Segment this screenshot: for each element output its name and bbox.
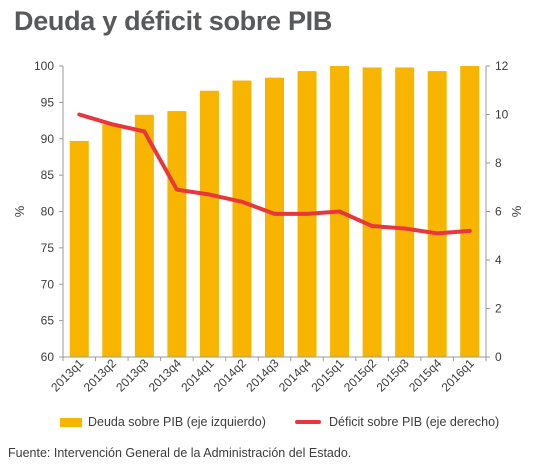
- x-tick-label-2014q2: 2014q2: [211, 356, 249, 394]
- x-tick-label-2013q2: 2013q2: [81, 356, 119, 394]
- source-note: Fuente: Intervención General de la Admin…: [8, 446, 352, 460]
- bar-2016q1: [460, 66, 480, 357]
- bar-2013q2: [102, 124, 122, 357]
- legend-swatch-bar: [60, 417, 82, 427]
- x-tick-label-2014q1: 2014q1: [178, 356, 216, 394]
- legend-label-debt: Deuda sobre PIB (eje izquierdo): [88, 415, 266, 429]
- tick-label-right: 2: [495, 302, 502, 316]
- y-axis-label-left: %: [12, 205, 27, 217]
- tick-label-right: 0: [495, 350, 502, 364]
- bar-2014q3: [265, 77, 284, 357]
- x-tick-label-2013q4: 2013q4: [146, 356, 184, 394]
- tick-label-right: 12: [495, 59, 509, 73]
- bar-2013q3: [134, 114, 154, 358]
- bar-2015q3: [395, 67, 415, 357]
- tick-label-left: 100: [34, 59, 54, 73]
- tick-label-right: 6: [495, 205, 502, 219]
- x-tick-label-2015q4: 2015q4: [406, 356, 444, 394]
- x-tick-label-2014q4: 2014q4: [276, 356, 314, 394]
- tick-label-left: 90: [41, 132, 55, 146]
- legend-label-deficit: Déficit sobre PIB (eje derecho): [329, 415, 500, 429]
- x-tick-label-2015q3: 2015q3: [374, 356, 412, 394]
- y-axis-label-right: %: [509, 205, 524, 217]
- legend: Deuda sobre PIB (eje izquierdo) Déficit …: [60, 415, 530, 435]
- tick-label-left: 70: [41, 277, 55, 291]
- tick-label-left: 80: [41, 205, 55, 219]
- x-tick-label-2014q3: 2014q3: [243, 356, 281, 394]
- legend-swatch-line: [295, 420, 321, 424]
- chart-title: Deuda y déficit sobre PIB: [14, 6, 333, 36]
- x-tick-label-2013q3: 2013q3: [113, 356, 151, 394]
- x-tick-label-2016q1: 2016q1: [439, 356, 477, 394]
- tick-label-left: 65: [41, 314, 55, 328]
- bar-2013q1: [69, 140, 89, 357]
- tick-label-right: 4: [495, 253, 502, 267]
- legend-item-deficit: Déficit sobre PIB (eje derecho): [295, 415, 499, 429]
- x-tick-label-2015q1: 2015q1: [308, 356, 346, 394]
- tick-label-right: 10: [495, 108, 509, 122]
- legend-item-debt: Deuda sobre PIB (eje izquierdo): [60, 415, 266, 429]
- tick-label-left: 85: [41, 168, 55, 182]
- tick-label-left: 75: [41, 241, 55, 255]
- bar-2014q2: [232, 80, 252, 358]
- bar-2015q2: [362, 67, 382, 357]
- bar-2013q4: [167, 111, 187, 357]
- tick-label-right: 8: [495, 156, 502, 170]
- bar-2015q4: [427, 71, 447, 357]
- x-tick-label-2015q2: 2015q2: [341, 356, 379, 394]
- tick-label-left: 95: [41, 95, 55, 109]
- bar-2014q1: [199, 90, 219, 358]
- tick-label-left: 60: [41, 350, 55, 364]
